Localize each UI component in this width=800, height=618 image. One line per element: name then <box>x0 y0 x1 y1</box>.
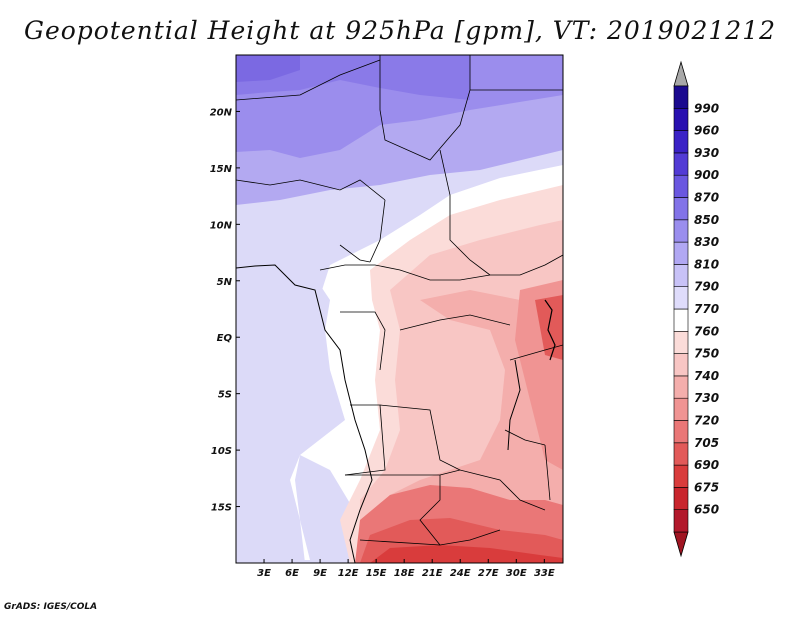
colorbar-swatch <box>673 152 689 176</box>
colorbar-swatch <box>673 397 689 421</box>
x-tick-label: 18E <box>394 568 415 579</box>
colorbar-label: 675 <box>694 480 719 494</box>
map-frame <box>235 54 564 564</box>
colorbar-swatch <box>673 197 689 221</box>
colorbar-label: 760 <box>694 324 719 338</box>
colorbar-high-arrow <box>673 60 689 87</box>
colorbar-label: 960 <box>694 124 719 138</box>
colorbar-low-arrow <box>673 531 689 558</box>
colorbar-label: 810 <box>694 257 719 271</box>
x-tick-label: 33E <box>534 568 555 579</box>
colorbar-label: 650 <box>694 503 719 517</box>
y-tick-label: EQ <box>217 333 233 344</box>
colorbar-swatch <box>673 353 689 377</box>
map-title: Geopotential Height at 925hPa [gpm], VT:… <box>23 16 777 45</box>
colorbar-swatch <box>673 308 689 332</box>
colorbar-label: 750 <box>694 347 719 361</box>
colorbar-label: 850 <box>694 213 719 227</box>
colorbar-swatch <box>673 241 689 265</box>
colorbar-label: 740 <box>694 369 719 383</box>
lake-victoria-outline <box>544 299 556 361</box>
colorbar-swatch <box>673 464 689 488</box>
colorbar-label: 730 <box>694 391 719 405</box>
colorbar-label: 705 <box>694 436 719 450</box>
y-tick-label: 5S <box>218 390 232 401</box>
colorbar-label: 690 <box>694 458 719 472</box>
colorbar: 650 675 690 705 720 730 740 750 760 770 790 810 830 8… <box>673 60 719 558</box>
colorbar-swatch <box>673 286 689 310</box>
y-tick-label: 5N <box>217 277 233 288</box>
field-690-south <box>370 545 563 563</box>
colorbar-swatch <box>673 219 689 243</box>
colorbar-swatch <box>673 108 689 131</box>
y-tick-label: 15S <box>211 503 232 514</box>
colorbar-swatch <box>673 174 689 198</box>
colorbar-swatch <box>673 487 689 510</box>
country-borders <box>236 55 563 546</box>
x-tick-label: 24E <box>450 568 471 579</box>
x-axis: 3E 6E 9E 12E 15E 18E 21E 24E 27E 30E 33E <box>257 559 555 579</box>
colorbar-label: 990 <box>694 101 719 115</box>
colorbar-label: 870 <box>694 191 719 205</box>
colorbar-label: 930 <box>694 146 719 160</box>
field-870-900 <box>236 55 300 82</box>
colorbar-label: 720 <box>694 414 719 428</box>
field-ocean-790 <box>236 265 345 563</box>
colorbar-label: 830 <box>694 235 719 249</box>
colorbar-swatch <box>673 130 689 154</box>
geopotential-field <box>236 55 563 563</box>
colorbar-swatch <box>673 330 689 354</box>
colorbar-swatch <box>673 264 689 287</box>
x-tick-label: 30E <box>506 568 527 579</box>
colorbar-swatch <box>673 85 689 109</box>
colorbar-swatch <box>673 375 689 399</box>
x-tick-label: 6E <box>285 568 299 579</box>
colorbar-swatch <box>673 442 689 466</box>
x-tick-label: 15E <box>366 568 387 579</box>
colorbar-swatch <box>673 420 689 444</box>
x-tick-label: 27E <box>478 568 499 579</box>
y-tick-label: 15N <box>210 164 233 175</box>
y-tick-label: 10S <box>211 446 232 457</box>
rift-lakes-outline <box>507 359 521 451</box>
x-tick-label: 12E <box>338 568 359 579</box>
colorbar-swatch <box>673 509 689 533</box>
y-tick-label: 20N <box>210 107 233 118</box>
colorbar-label: 770 <box>694 302 719 316</box>
colorbar-label: 790 <box>694 280 719 294</box>
grads-credit: GrADS: IGES/COLA <box>4 602 98 612</box>
y-tick-label: 10N <box>210 220 233 231</box>
y-axis: 20N 15N 10N 5N EQ 5S 10S 15S <box>210 107 240 514</box>
x-tick-label: 21E <box>422 568 443 579</box>
colorbar-label: 900 <box>694 168 719 182</box>
x-tick-label: 9E <box>313 568 327 579</box>
coastline <box>236 264 373 563</box>
x-tick-label: 3E <box>257 568 271 579</box>
